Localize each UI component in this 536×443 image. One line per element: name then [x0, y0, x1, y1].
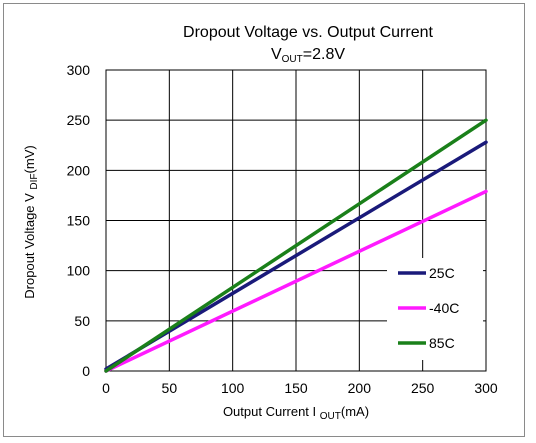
x-axis-ticks: 0 50 100 150 200 250 300 [102, 380, 498, 396]
legend: 25C -40C 85C [398, 265, 459, 351]
x-tick-label: 150 [284, 380, 308, 396]
y-tick-label: 300 [67, 62, 91, 78]
y-tick-label: 150 [67, 213, 91, 229]
chart-subtitle: VOUT=2.8V [271, 46, 345, 65]
y-tick-label: 50 [74, 313, 90, 329]
legend-label-85C: 85C [429, 335, 455, 351]
x-tick-label: 300 [474, 380, 498, 396]
x-tick-label: 50 [162, 380, 178, 396]
x-tick-label: 200 [348, 380, 372, 396]
series-line--40C [104, 189, 488, 373]
x-tick-label: 250 [411, 380, 435, 396]
y-tick-label: 200 [67, 162, 91, 178]
y-tick-label: 250 [67, 112, 91, 128]
series-line-85C [104, 118, 488, 373]
y-axis-ticks: 0 50 100 150 200 250 300 [67, 62, 91, 379]
legend-label--40C: -40C [429, 300, 459, 316]
y-axis-label: Dropout Voltage V DIF(mV) [22, 145, 40, 298]
x-tick-label: 0 [102, 380, 110, 396]
plot-area [105, 69, 487, 372]
x-tick-label: 100 [221, 380, 245, 396]
legend-label-25C: 25C [429, 265, 455, 281]
series-lines [104, 118, 488, 373]
y-tick-label: 100 [67, 263, 91, 279]
chart-title: Dropout Voltage vs. Output Current [183, 24, 433, 41]
x-axis-label: Output Current I OUT(mA) [223, 404, 369, 422]
y-tick-label: 0 [82, 363, 90, 379]
